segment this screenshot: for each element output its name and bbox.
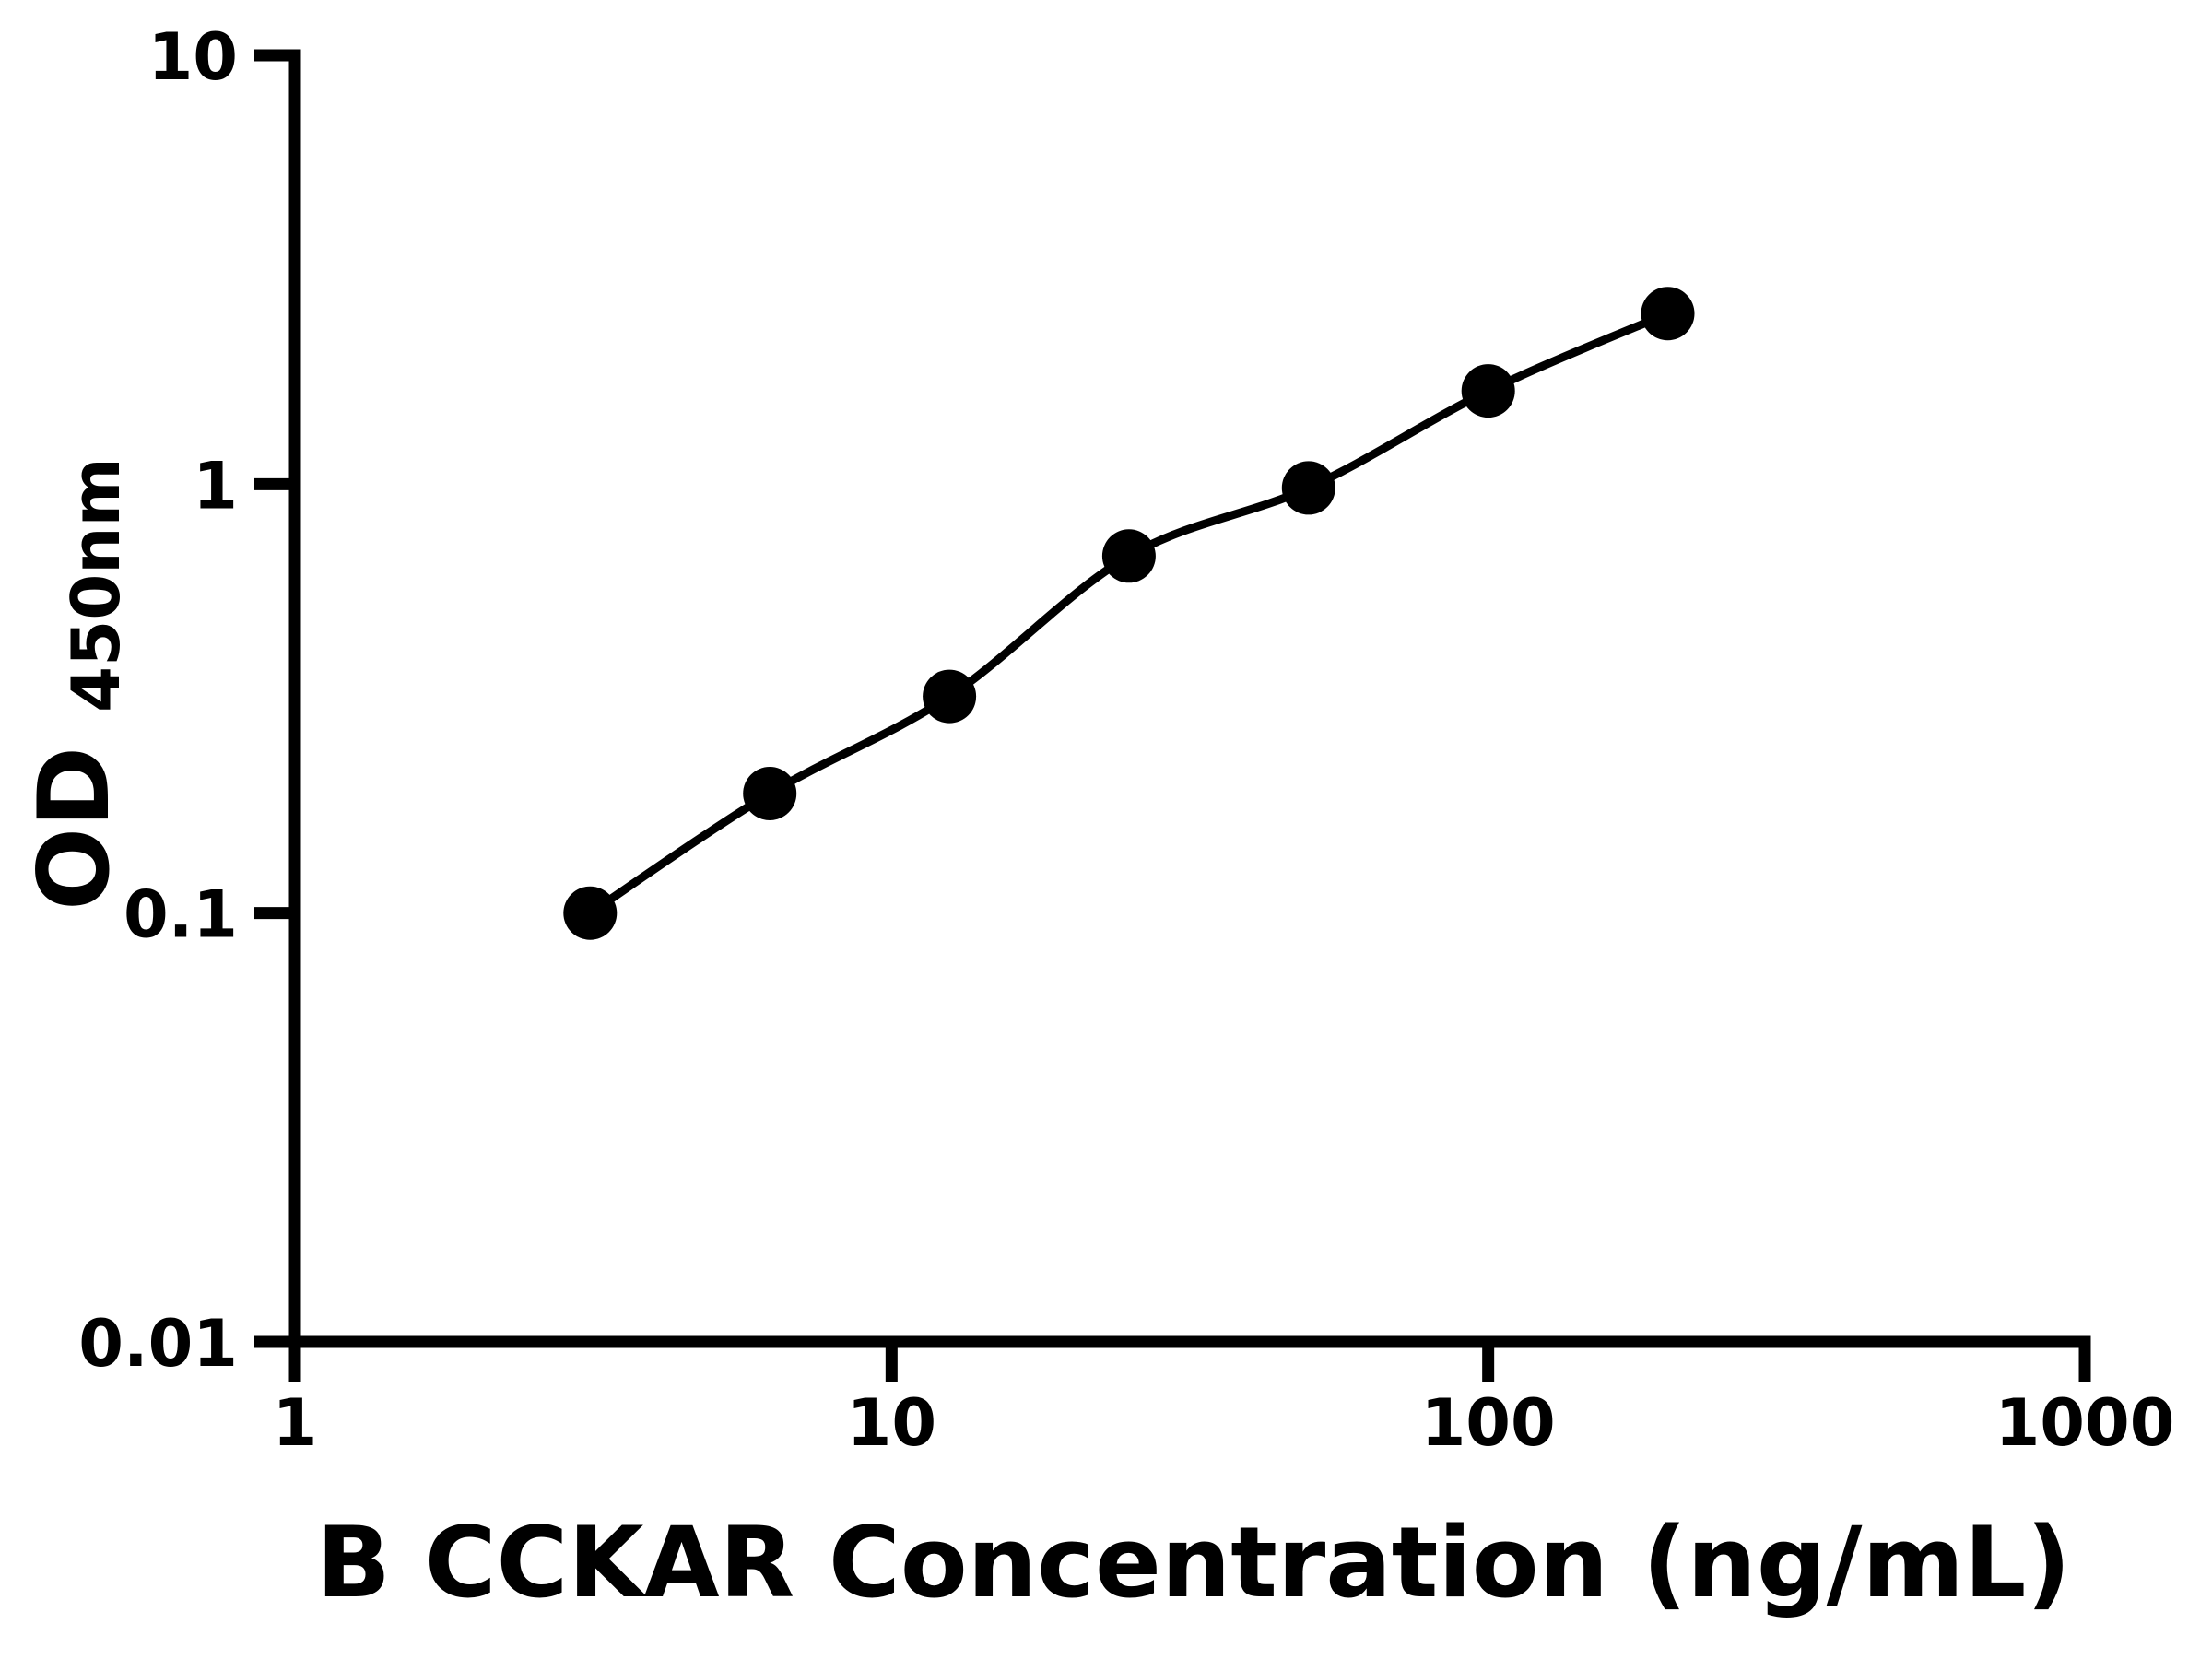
y-axis-title: OD 450nm <box>18 457 135 911</box>
y-tick-label: 0.01 <box>78 1306 238 1382</box>
data-point-marker <box>1641 287 1695 341</box>
x-tick-label: 1 <box>273 1385 318 1461</box>
x-tick-label: 1000 <box>1995 1385 2175 1461</box>
data-series <box>563 287 1695 940</box>
data-point-marker <box>563 886 618 940</box>
x-tick-label: 10 <box>847 1385 936 1461</box>
data-point-marker <box>923 669 977 724</box>
y-axis-title-subscript: 450nm <box>57 457 135 712</box>
data-point-marker <box>1461 364 1515 418</box>
data-point-marker <box>1281 461 1335 515</box>
axes: 0.01 0.1 1 10 1 10 100 1000 <box>78 19 2174 1461</box>
y-tick-label: 0.1 <box>124 877 238 953</box>
data-point-marker <box>743 767 797 820</box>
y-axis-title-main: OD <box>18 747 131 911</box>
x-axis-title: B CCKAR Concentration (ng/mL) <box>316 1506 2071 1619</box>
data-point-marker <box>1101 529 1156 583</box>
y-tick-label: 1 <box>193 448 238 524</box>
x-tick-label: 100 <box>1421 1385 1556 1461</box>
y-tick-label: 10 <box>148 19 238 95</box>
